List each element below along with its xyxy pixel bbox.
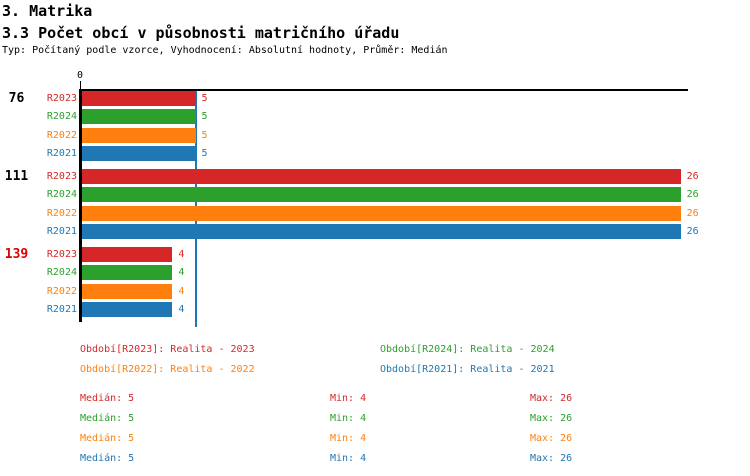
series-label: R2023 [46,171,77,182]
bar [82,302,173,318]
series-label: R2022 [46,207,77,219]
stat-max: Max: 26 [530,433,573,444]
stat-median: Medián: 5 [80,393,135,404]
legend-item: Období[R2021]: Realita - 2021 [380,364,555,375]
x-axis-line [80,89,688,91]
bar [82,205,681,221]
stat-median: Medián: 5 [80,433,135,444]
series-label: R2022 [46,285,77,297]
stat-max: Max: 26 [530,413,573,424]
stat-max: Max: 26 [530,453,573,464]
bar [82,109,196,125]
value-label: 26 [686,189,699,201]
x-axis-tick [80,81,81,91]
chart-meta: Typ: Počítaný podle vzorce, Vyhodnocení:… [2,45,448,56]
series-label: R2021 [46,148,77,160]
value-label: 4 [178,285,185,297]
bar [82,247,173,262]
group-label: 111 [4,168,29,184]
stat-min: Min: 4 [330,453,367,464]
series-label: R2021 [46,304,77,316]
y-axis-line [79,89,82,322]
value-label: 26 [686,207,699,219]
bar [82,127,196,143]
value-label: 26 [686,226,699,238]
legend-item: Období[R2024]: Realita - 2024 [380,344,555,355]
group-label: 139 [4,246,29,262]
bar [82,224,681,240]
series-label: R2022 [46,129,77,141]
stat-min: Min: 4 [330,393,367,404]
bar [82,187,681,203]
value-label: 5 [201,93,208,104]
legend-item: Období[R2022]: Realita - 2022 [80,364,255,375]
legend-item: Období[R2023]: Realita - 2023 [80,344,255,355]
bar [82,146,196,162]
value-label: 5 [201,111,208,123]
value-label: 4 [178,267,185,279]
value-label: 5 [201,148,208,160]
series-label: R2023 [46,93,77,104]
chart-title: 3.3 Počet obcí v působnosti matričního ú… [2,24,400,42]
stat-min: Min: 4 [330,433,367,444]
stat-max: Max: 26 [530,393,573,404]
bar [82,91,196,106]
stat-median: Medián: 5 [80,413,135,424]
stat-median: Medián: 5 [80,453,135,464]
group-label: 76 [8,90,25,106]
bar [82,169,681,184]
bar [82,283,173,299]
series-label: R2024 [46,267,77,279]
page-title: 3. Matrika [2,2,93,20]
series-label: R2023 [46,249,77,260]
value-label: 26 [686,171,699,182]
value-label: 4 [178,249,185,260]
x-axis-tick-label: 0 [76,70,84,81]
value-label: 4 [178,304,185,316]
series-label: R2024 [46,111,77,123]
series-label: R2021 [46,226,77,238]
value-label: 5 [201,129,208,141]
bar [82,265,173,281]
stat-min: Min: 4 [330,413,367,424]
series-label: R2024 [46,189,77,201]
